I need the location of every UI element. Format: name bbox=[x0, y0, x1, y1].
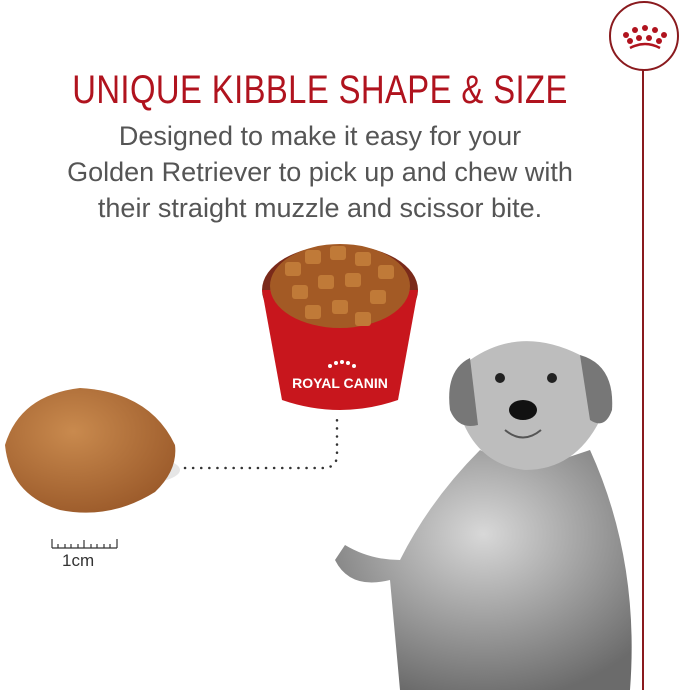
crown-icon bbox=[623, 25, 667, 50]
description-line: Golden Retriever to pick up and chew wit… bbox=[67, 157, 573, 187]
dotted-connector bbox=[183, 412, 339, 470]
golden-retriever-photo bbox=[335, 341, 632, 690]
headline: UNIQUE KIBBLE SHAPE & SIZE bbox=[72, 68, 568, 112]
royal-canin-logo-badge bbox=[609, 1, 679, 71]
scale-ruler bbox=[51, 539, 118, 549]
brand-divider-line bbox=[642, 69, 644, 690]
food-bowl: ROYAL CANIN bbox=[262, 244, 418, 410]
kibble-piece bbox=[5, 388, 176, 513]
description: Designed to make it easy for your Golden… bbox=[0, 118, 640, 226]
scale-label: 1cm bbox=[62, 551, 95, 570]
description-line: their straight muzzle and scissor bite. bbox=[97, 193, 543, 223]
description-line: Designed to make it easy for your bbox=[118, 121, 522, 151]
bowl-crown-icon bbox=[328, 360, 356, 368]
bowl-brand: ROYAL CANIN bbox=[292, 375, 388, 391]
